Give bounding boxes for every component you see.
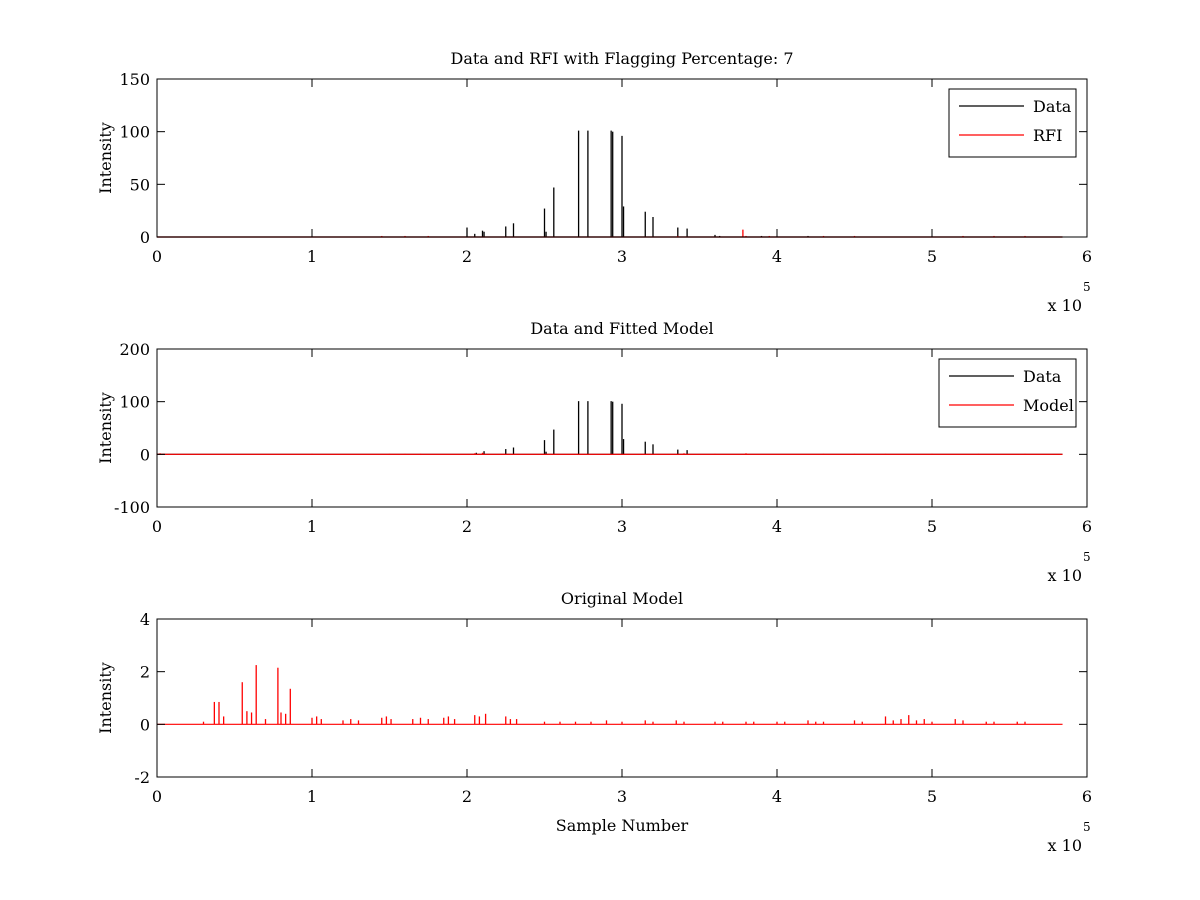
- x-tick-label: 1: [307, 247, 317, 266]
- chart-title: Original Model: [561, 589, 683, 608]
- x-tick-label: 2: [462, 517, 472, 536]
- y-tick-label: 50: [130, 175, 150, 194]
- multiplier-base: x 10: [1048, 566, 1082, 585]
- series-2: [156, 452, 1063, 455]
- x-tick-label: 1: [307, 787, 317, 806]
- y-tick-label: 100: [119, 123, 150, 142]
- legend-box: [938, 358, 1077, 428]
- x-tick-label: 4: [772, 787, 782, 806]
- x-tick-label: 3: [617, 517, 627, 536]
- x-tick-label: 0: [152, 247, 162, 266]
- y-tick-label: 150: [119, 70, 150, 89]
- multiplier-exponent: 5: [1083, 550, 1091, 564]
- legend-entry: RFI: [1033, 126, 1062, 145]
- x-tick-label: 2: [462, 787, 472, 806]
- y-tick-label: 4: [140, 610, 150, 629]
- x-tick-label: 5: [927, 247, 937, 266]
- y-tick-label: -100: [114, 498, 150, 517]
- y-tick-label: 0: [140, 715, 150, 734]
- legend: Data Model: [938, 358, 1077, 428]
- legend-entry: Data: [1023, 367, 1062, 386]
- x-axis-multiplier: x 105: [1048, 820, 1091, 855]
- y-tick-label: 0: [140, 445, 150, 464]
- multiplier-base: x 10: [1048, 836, 1082, 855]
- y-axis-label: Intensity: [96, 392, 115, 464]
- x-tick-label: 0: [152, 787, 162, 806]
- x-tick-label: 2: [462, 247, 472, 266]
- chart-title: Data and RFI with Flagging Percentage: 7: [450, 49, 793, 68]
- x-axis-multiplier: x 105: [1048, 550, 1091, 585]
- y-axis-label: Intensity: [96, 122, 115, 194]
- y-tick-label: 200: [119, 340, 150, 359]
- x-tick-label: 5: [927, 517, 937, 536]
- chart-title: Data and Fitted Model: [530, 319, 713, 338]
- y-tick-label: -2: [134, 768, 150, 787]
- x-tick-label: 3: [617, 787, 627, 806]
- x-tick-label: 4: [772, 247, 782, 266]
- subplot-1: 0 1 2 3 4 5 6 0 50 100 150 Data and RFI with Flaggi…: [96, 49, 1092, 315]
- y-axis-label: Intensity: [96, 662, 115, 734]
- x-axis-label: Sample Number: [556, 816, 689, 835]
- y-tick-label: 100: [119, 393, 150, 412]
- series-1: [157, 665, 1063, 725]
- x-tick-label: 6: [1082, 247, 1092, 266]
- x-tick-label: 3: [617, 247, 627, 266]
- x-tick-label: 6: [1082, 517, 1092, 536]
- x-tick-label: 1: [307, 517, 317, 536]
- x-tick-label: 0: [152, 517, 162, 536]
- legend-entry: Data: [1033, 97, 1072, 116]
- multiplier-exponent: 5: [1083, 280, 1091, 294]
- legend-box: [948, 88, 1077, 158]
- x-axis-multiplier: x 105: [1048, 280, 1091, 315]
- multiplier-base: x 10: [1048, 296, 1082, 315]
- x-tick-label: 4: [772, 517, 782, 536]
- legend-entry: Model: [1023, 396, 1074, 415]
- y-tick-label: 2: [140, 663, 150, 682]
- x-tick-label: 5: [927, 787, 937, 806]
- legend: Data RFI: [948, 88, 1077, 158]
- y-tick-label: 0: [140, 228, 150, 247]
- multiplier-exponent: 5: [1083, 820, 1091, 834]
- x-tick-label: 6: [1082, 787, 1092, 806]
